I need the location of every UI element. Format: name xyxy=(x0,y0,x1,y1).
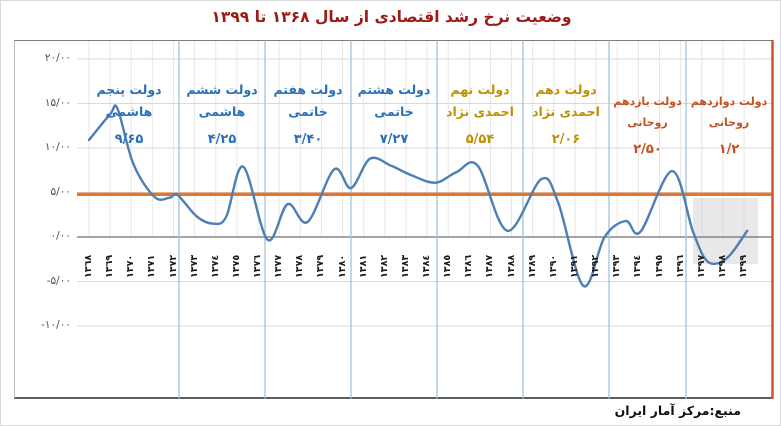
x-axis-label: ١٣٨٩ xyxy=(526,254,538,278)
government-name-line: دولت هفتم xyxy=(273,82,343,97)
government-label: دولت نهم احمدی نژاد ۵/۵۴ xyxy=(437,79,523,147)
government-average-value: ۷/۲۷ xyxy=(379,132,409,147)
y-axis-label: -۵/۰۰ xyxy=(46,274,71,287)
x-axis-label: ١٣٧٧ xyxy=(273,254,285,278)
x-axis-label: ١٣٩٠ xyxy=(547,254,559,278)
government-name-line: دولت دوازدهم xyxy=(690,95,768,108)
y-axis-label: ۵/۰۰ xyxy=(50,185,71,198)
x-axis-label: ١٣٩١ xyxy=(568,254,580,278)
y-axis-label: ۰/۰۰ xyxy=(50,230,71,242)
x-axis-label: ١٣٨١ xyxy=(357,254,369,278)
x-axis-label: ١٣٨٣ xyxy=(399,254,411,278)
x-axis-label: ١٣٧٨ xyxy=(294,254,306,278)
government-label: دولت یازدهم روحانی ۲/۵۰ xyxy=(609,91,686,157)
government-name-line: دولت ششم xyxy=(186,82,258,97)
x-axis-label: ١٣٩٥ xyxy=(653,254,665,278)
government-name-line: روحانی xyxy=(708,116,750,129)
x-axis-label: ١٣٧٥ xyxy=(230,254,242,278)
government-name-line: خاتمی xyxy=(288,104,328,119)
government-average-value: ۵/۵۴ xyxy=(465,132,495,147)
government-name-line: دولت پنجم xyxy=(96,82,162,97)
x-axis-label: ١٣٨٠ xyxy=(336,254,348,278)
government-average-value: ۳/۴۰ xyxy=(293,132,323,147)
x-axis-label: ١٣٧٠ xyxy=(125,254,137,278)
x-axis-label: ١٣٩٣ xyxy=(611,254,623,278)
x-axis-label: ١٣٦٩ xyxy=(104,254,116,278)
x-axis-label: ١٣٨٤ xyxy=(421,254,433,278)
x-axis-label: ١٣٩٢ xyxy=(590,254,602,278)
government-name-line: دولت نهم xyxy=(450,82,510,97)
government-average-value: ۱/۲ xyxy=(718,142,740,157)
government-label: دولت دهم احمدی نژاد ۲/۰۶ xyxy=(523,79,609,147)
x-axis-label: ١٣٨٧ xyxy=(484,254,496,278)
government-average-value: ۲/۰۶ xyxy=(551,132,581,147)
government-label: دولت هشتم خاتمی ۷/۲۷ xyxy=(351,79,437,147)
source-note: منبع:مرکز آمار ایران xyxy=(614,403,741,418)
government-name-line: دولت هشتم xyxy=(357,82,431,97)
government-name-line: دولت دهم xyxy=(535,82,597,97)
government-name-line: دولت یازدهم xyxy=(613,95,682,108)
x-axis-label: ١٣٧٤ xyxy=(209,254,221,278)
government-name-line: هاشمی xyxy=(198,104,246,119)
y-axis-label: ۲۰/۰۰ xyxy=(44,52,71,64)
government-name-line: احمدی نژاد xyxy=(532,104,600,119)
x-axis-label: ١٣٨٢ xyxy=(378,254,390,278)
government-label: دولت ششم هاشمی ۴/۲۵ xyxy=(179,79,265,147)
x-axis-label: ١٣٧١ xyxy=(146,254,158,278)
x-axis-label: ١٣٦٨ xyxy=(83,254,94,278)
x-axis-label: ١٣٧٩ xyxy=(315,254,327,278)
x-axis-label: ١٣٧٦ xyxy=(252,254,264,278)
government-label: دولت دوازدهم روحانی ۱/۲ xyxy=(686,91,772,157)
government-average-value: ۴/۲۵ xyxy=(207,132,237,147)
x-axis-label: ١٣٩٦ xyxy=(674,254,686,278)
y-axis-label: ۱۵/۰۰ xyxy=(44,96,71,109)
government-label: دولت هفتم خاتمی ۳/۴۰ xyxy=(265,79,351,147)
government-average-value: ۹/۶۵ xyxy=(114,132,144,147)
x-axis-label: ١٣٧٣ xyxy=(188,254,200,278)
government-name-line: خاتمی xyxy=(374,104,414,119)
x-axis-label: ١٣٧٢ xyxy=(167,254,179,278)
y-axis-label: ۱۰/۰۰ xyxy=(44,141,71,153)
x-axis-label: ١٣٨٥ xyxy=(442,254,454,278)
chart-title: وضعیت نرخ رشد اقتصادی از سال ۱۳۶۸ تا ۱۳۹… xyxy=(211,8,572,26)
x-axis-label: ١٣٩٨ xyxy=(716,254,728,278)
x-axis-label: ١٣٨٦ xyxy=(463,254,475,278)
x-axis-label: ١٣٩٩ xyxy=(738,254,750,278)
y-axis-label: -۱۰/۰۰ xyxy=(41,319,71,331)
government-name-line: روحانی xyxy=(627,116,668,129)
government-name-line: هاشمی xyxy=(105,104,153,119)
government-average-value: ۲/۵۰ xyxy=(633,142,662,157)
x-axis-label: ١٣٨٨ xyxy=(505,254,517,278)
x-axis-label: ١٣٩٤ xyxy=(632,254,644,278)
x-axis-label: ١٣٩٧ xyxy=(695,254,707,278)
government-label: دولت پنجم هاشمی ۹/۶۵ xyxy=(79,79,179,147)
government-name-line: احمدی نژاد xyxy=(446,104,514,119)
